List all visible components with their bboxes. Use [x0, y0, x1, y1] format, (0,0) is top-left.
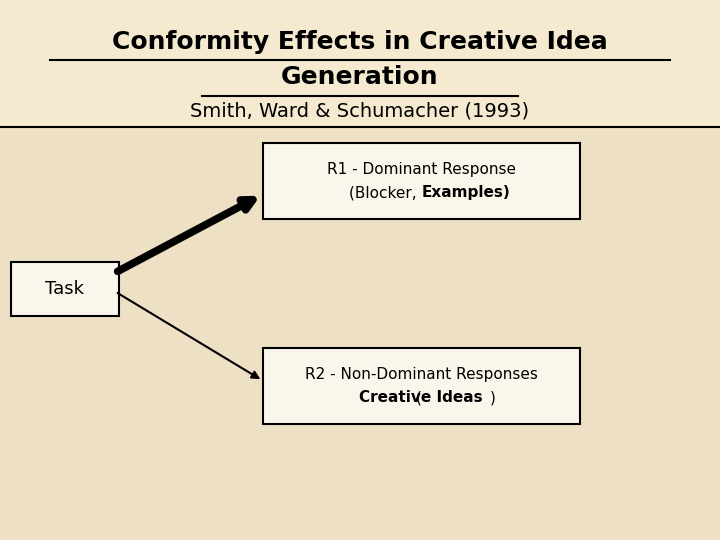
Text: Generation: Generation	[282, 65, 438, 89]
Text: Creative Ideas: Creative Ideas	[359, 390, 483, 406]
Text: (Blocker,: (Blocker,	[348, 185, 421, 200]
Text: Task: Task	[45, 280, 84, 298]
Text: Conformity Effects in Creative Idea: Conformity Effects in Creative Idea	[112, 30, 608, 53]
FancyBboxPatch shape	[263, 143, 580, 219]
Text: (: (	[415, 390, 421, 406]
Text: ): )	[490, 390, 495, 406]
Text: R2 - Non-Dominant Responses: R2 - Non-Dominant Responses	[305, 367, 538, 382]
Text: R1 - Dominant Response: R1 - Dominant Response	[327, 161, 516, 177]
FancyBboxPatch shape	[11, 262, 119, 316]
Text: Smith, Ward & Schumacher (1993): Smith, Ward & Schumacher (1993)	[190, 102, 530, 120]
FancyBboxPatch shape	[263, 348, 580, 424]
FancyBboxPatch shape	[0, 0, 720, 127]
Text: Examples): Examples)	[421, 185, 510, 200]
